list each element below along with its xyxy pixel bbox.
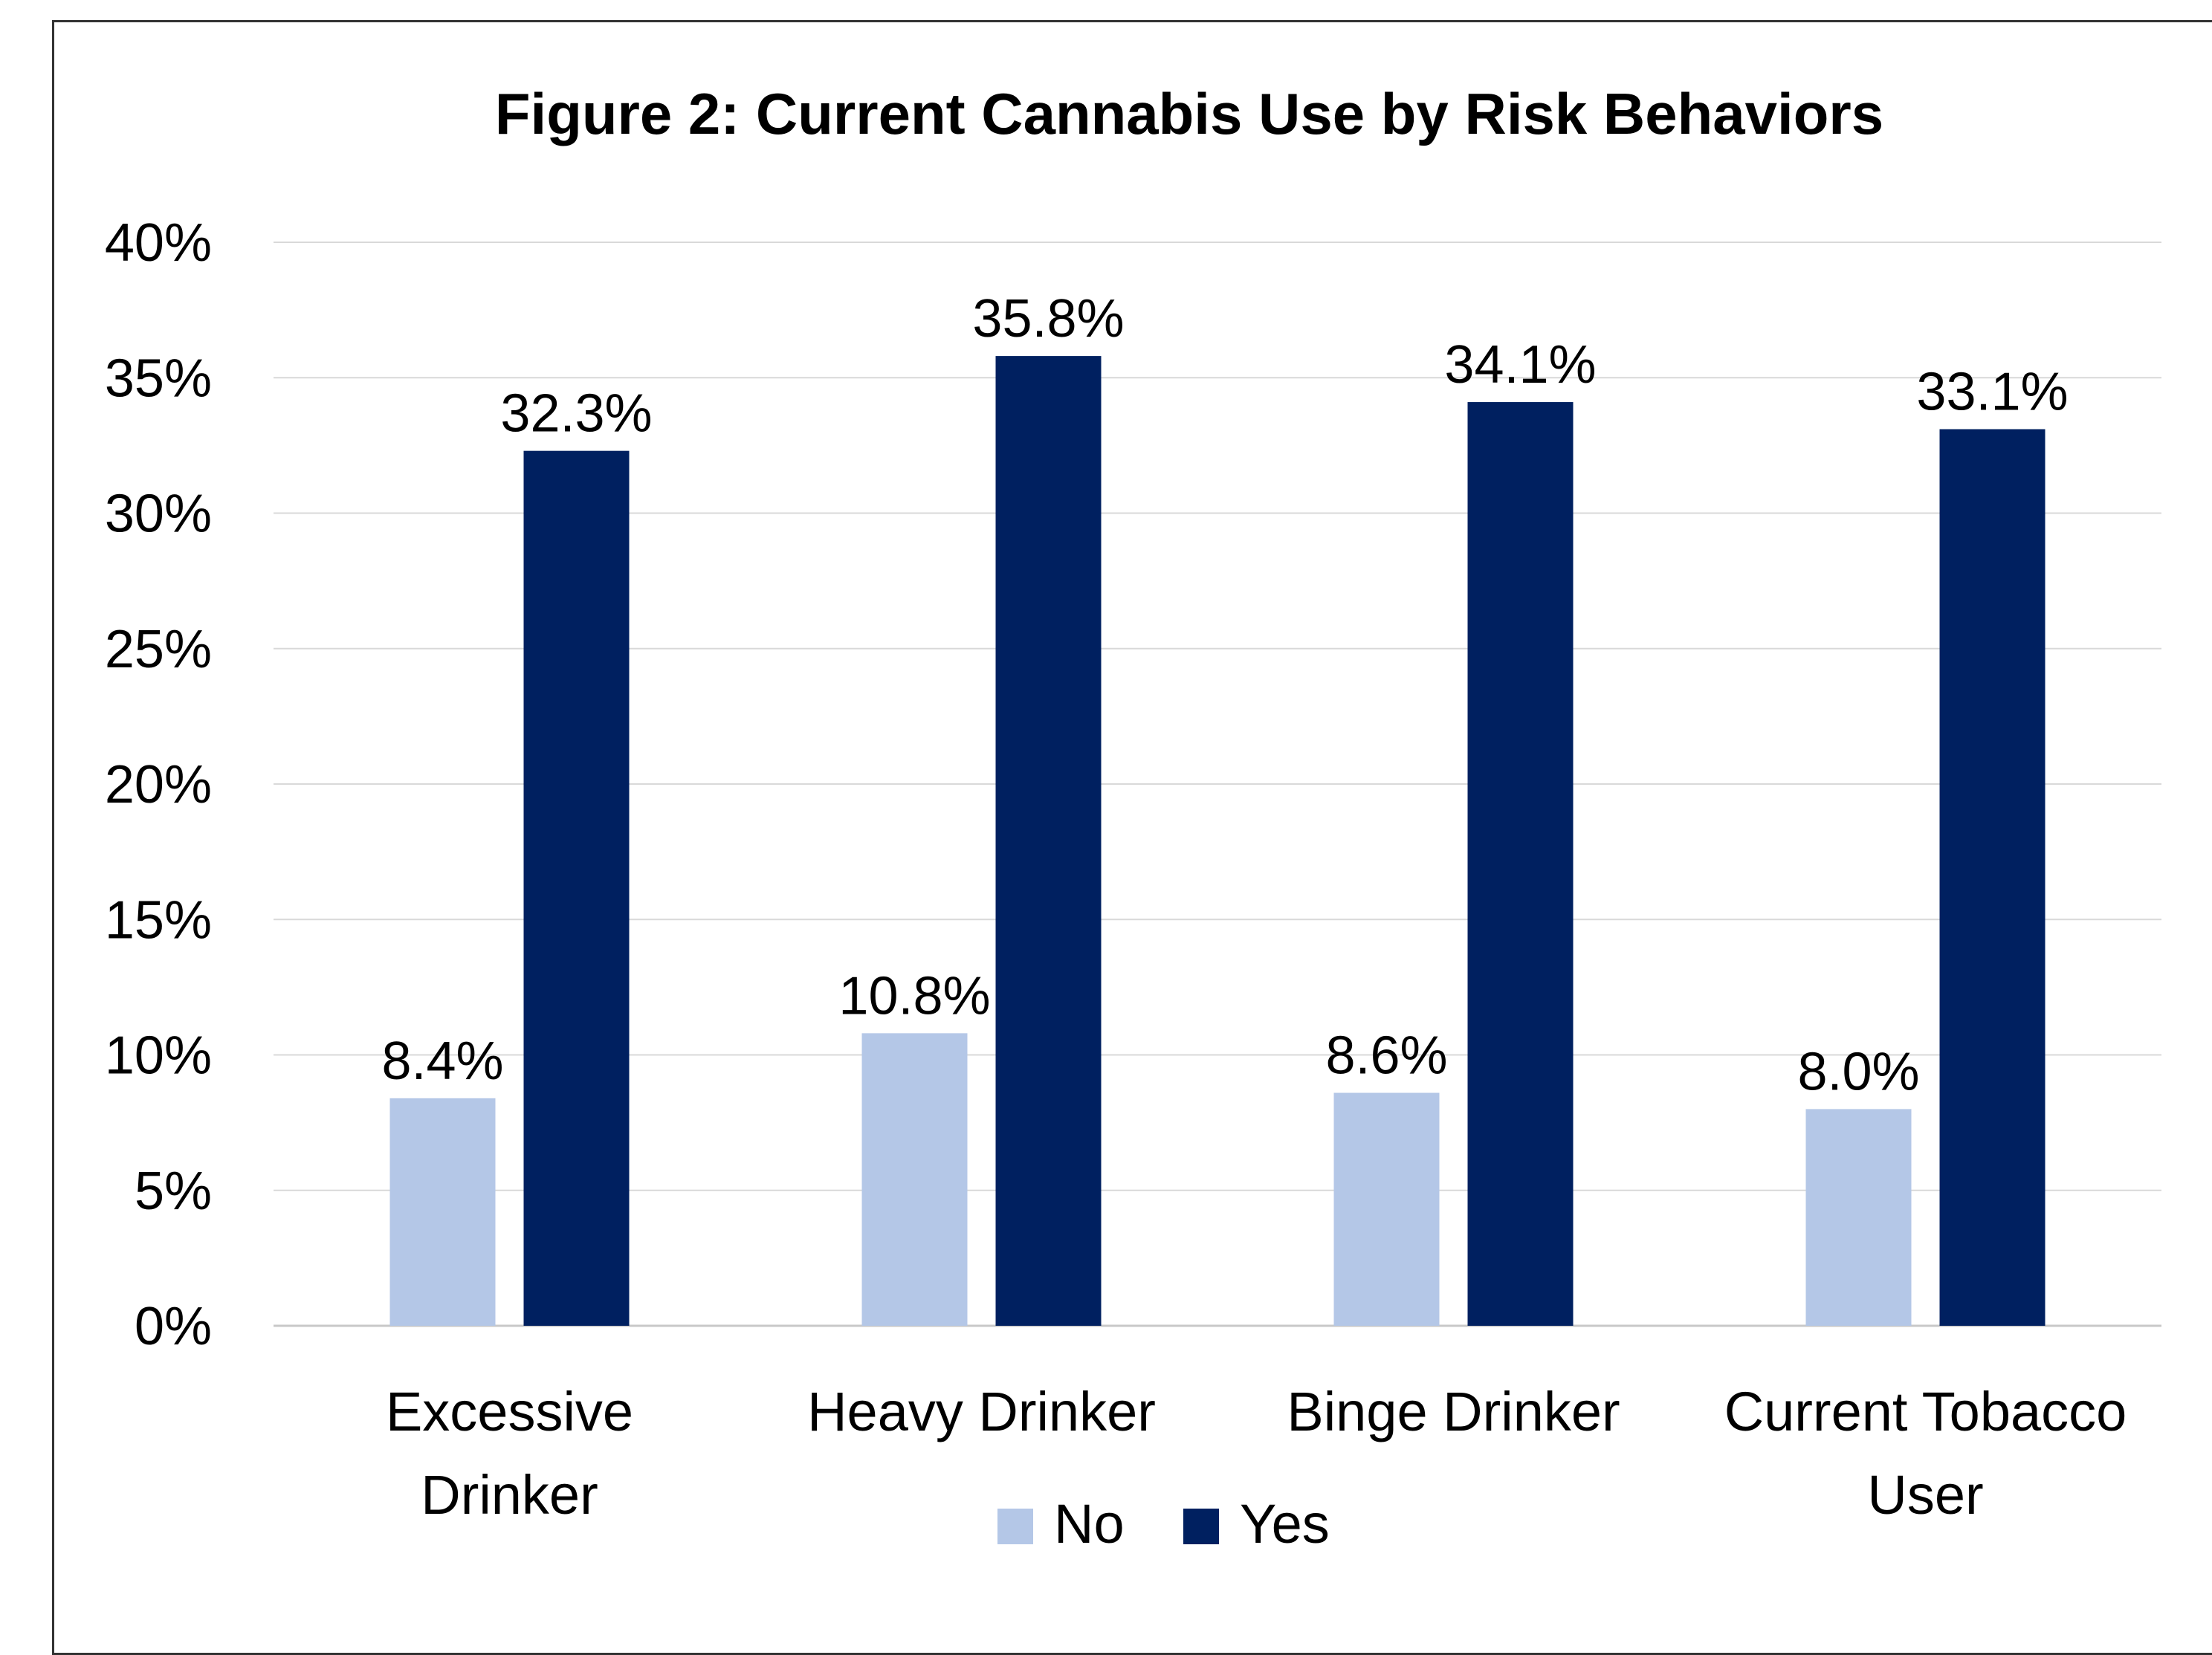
bar-yes (1467, 402, 1574, 1327)
data-label: 32.3% (500, 384, 652, 444)
bar-no (389, 1098, 496, 1326)
bar-yes (995, 356, 1102, 1327)
y-tick-label: 5% (135, 1162, 212, 1221)
x-category-label: Heavy Drinker (807, 1381, 1156, 1442)
chart-title: Figure 2: Current Cannabis Use by Risk B… (495, 81, 1883, 146)
x-category-label: Current Tobacco (1724, 1381, 2127, 1442)
y-tick-label: 25% (105, 620, 212, 679)
x-axis: Excessive Drinker Heavy Drinker Binge Drink… (386, 1381, 2127, 1526)
y-tick-label: 15% (105, 890, 212, 950)
bar-no (861, 1033, 968, 1326)
data-label: 10.8% (838, 966, 990, 1026)
legend-swatch-yes (1183, 1509, 1219, 1544)
bars: 8.4% 32.3% 10.8% 35.8% 8.6% 34.1% 8.0% 33.1% (381, 289, 2069, 1327)
y-axis: 0% 5% 10% 15% 20% 25% 30% 35% 40% (105, 213, 212, 1356)
y-tick-label: 10% (105, 1026, 212, 1086)
legend-label-yes: Yes (1240, 1493, 1330, 1555)
y-tick-label: 35% (105, 349, 212, 408)
bar-no (1805, 1109, 1912, 1326)
chart-frame (52, 20, 2212, 1655)
bar-no (1333, 1092, 1440, 1326)
x-category-label: User (1867, 1464, 1983, 1526)
data-label: 8.6% (1325, 1026, 1447, 1086)
legend-label-no: No (1054, 1493, 1125, 1555)
x-category-label: Drinker (421, 1464, 598, 1526)
legend: No Yes (997, 1493, 1330, 1555)
x-category-label: Binge Drinker (1287, 1381, 1620, 1442)
bar-yes (523, 450, 630, 1326)
x-category-label: Excessive (386, 1381, 633, 1442)
bar-chart: Figure 2: Current Cannabis Use by Risk B… (105, 81, 2161, 1555)
data-label: 34.1% (1444, 335, 1596, 395)
y-tick-label: 30% (105, 485, 212, 544)
bar-yes (1939, 429, 2046, 1326)
y-tick-label: 0% (135, 1297, 212, 1356)
data-label: 33.1% (1916, 363, 2068, 422)
legend-swatch-no (997, 1509, 1033, 1544)
data-label: 8.4% (381, 1031, 503, 1091)
y-tick-label: 20% (105, 755, 212, 814)
data-label: 8.0% (1797, 1042, 1919, 1101)
y-tick-label: 40% (105, 213, 212, 273)
data-label: 35.8% (972, 289, 1124, 349)
